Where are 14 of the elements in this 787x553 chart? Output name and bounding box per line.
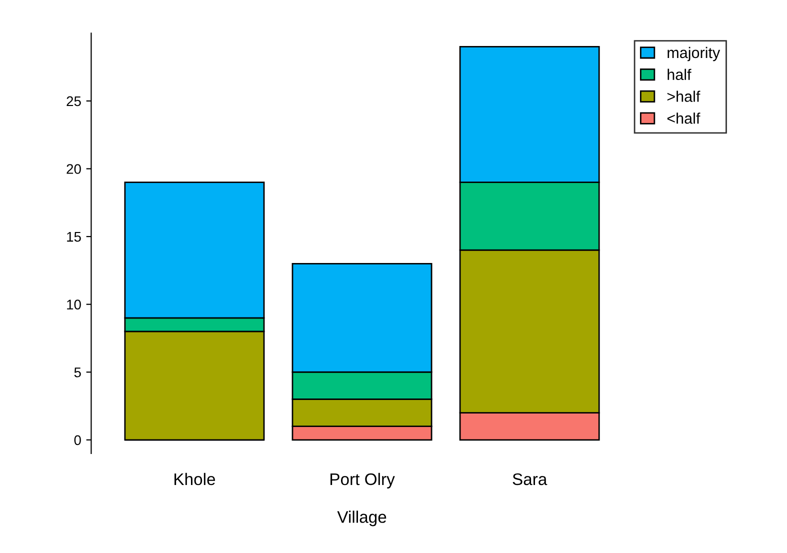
y-tick-label: 5 <box>74 368 81 378</box>
y-tick-label: 0 <box>74 435 81 446</box>
legend-label: half <box>668 68 692 80</box>
y-tick-label: 25 <box>66 96 81 106</box>
y-tick-label: 15 <box>67 232 81 242</box>
legend-label: <half <box>667 112 700 124</box>
x-axis-title: Village <box>337 510 386 526</box>
x-tick-label: Port Olry <box>330 472 395 488</box>
legend-label: majority <box>668 46 720 62</box>
x-tick-label: Khole <box>174 472 216 486</box>
legend-label: >half <box>667 90 700 102</box>
y-tick-label: 20 <box>66 164 81 174</box>
x-tick-label: Sara <box>512 473 548 486</box>
y-tick-label: 10 <box>67 300 81 310</box>
